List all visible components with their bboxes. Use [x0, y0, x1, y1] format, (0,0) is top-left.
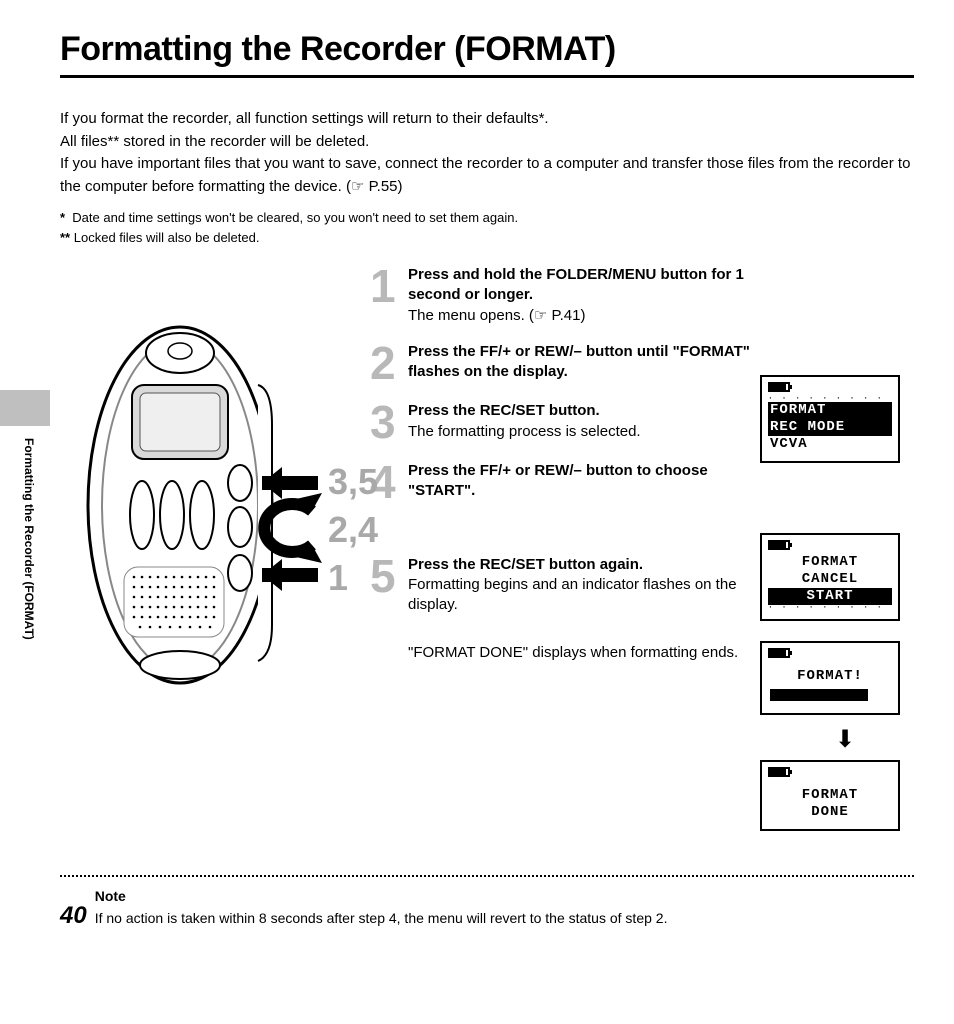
side-tab-marker [0, 390, 50, 426]
page-number: 40 [60, 904, 87, 928]
step-1-number: 1 [370, 265, 402, 326]
step-2-text-b: FF/+ [480, 343, 511, 360]
intro-line-3: If you have important files that you wan… [60, 153, 914, 198]
step-3-number: 3 [370, 401, 402, 445]
intro-block: If you format the recorder, all function… [60, 108, 914, 198]
step-3: 3 Press the REC/SET button. The formatti… [370, 401, 750, 445]
step-2: 2 Press the FF/+ or REW/– button until "… [370, 342, 750, 386]
battery-icon [768, 540, 790, 550]
note-heading: Note [95, 887, 668, 907]
step-5-sub: Formatting begins and an indicator flash… [408, 576, 737, 613]
intro-line-1: If you format the recorder, all function… [60, 108, 914, 131]
step-3-text-b: REC/SET [480, 402, 545, 419]
recorder-svg [60, 315, 360, 715]
battery-icon [768, 767, 790, 777]
lcd4-line2: DONE [768, 804, 892, 821]
lcd-column: · · · · · · · · · FORMAT REC MODE VCVA F… [760, 265, 930, 851]
step-1-text-a: Press and hold the [408, 266, 546, 283]
battery-icon [768, 648, 790, 658]
step-3-text-c: button. [545, 402, 600, 419]
side-tab: Formatting the Recorder (FORMAT) [0, 390, 50, 750]
callout-35: 3,5 [328, 461, 378, 503]
step-5-text-a: Press the [408, 556, 480, 573]
down-arrow-icon: ⬇ [760, 725, 930, 754]
steps-column: 1 Press and hold the FOLDER/MENU button … [370, 265, 750, 851]
step-5: 5 Press the REC/SET button again. Format… [370, 555, 750, 616]
step-4-text-d: REW/– [534, 462, 582, 479]
step-2-text-d: REW/– [534, 343, 582, 360]
lcd-screen-1: · · · · · · · · · FORMAT REC MODE VCVA [760, 375, 900, 463]
dotted-divider [60, 875, 914, 877]
step-5-text-c: button again. [545, 556, 643, 573]
footnotes: * Date and time settings won't be cleare… [60, 208, 914, 247]
step-4-text-b: FF/+ [480, 462, 511, 479]
format-done-note: "FORMAT DONE" displays when formatting e… [408, 642, 750, 663]
lcd-screen-2: FORMAT CANCEL START · · · · · · · · · [760, 533, 900, 621]
side-tab-label: Formatting the Recorder (FORMAT) [22, 438, 36, 640]
step-4-text-a: Press the [408, 462, 480, 479]
lcd3-line1: FORMAT! [768, 668, 892, 685]
footnote-text-1: Date and time settings won't be cleared,… [72, 210, 518, 225]
step-4: 4 Press the FF/+ or REW/– button to choo… [370, 461, 750, 505]
lcd2-line2: CANCEL [768, 571, 892, 588]
footnote-text-2: Locked files will also be deleted. [74, 230, 260, 245]
lcd2-line1: FORMAT [768, 554, 892, 571]
step-4-text-c: or [511, 462, 534, 479]
footnote-mark-2: ** [60, 230, 70, 245]
lcd-screen-4: FORMAT DONE [760, 760, 900, 831]
lcd4-line1: FORMAT [768, 787, 892, 804]
step-5-text-b: REC/SET [480, 556, 545, 573]
note-text: If no action is taken within 8 seconds a… [95, 910, 668, 926]
battery-icon [768, 382, 790, 392]
lcd1-line2: REC MODE [768, 419, 892, 436]
step-1: 1 Press and hold the FOLDER/MENU button … [370, 265, 750, 326]
step-1-text-b: FOLDER/MENU [546, 266, 656, 283]
step-2-number: 2 [370, 342, 402, 386]
step-3-sub: The formatting process is selected. [408, 423, 641, 440]
lcd-screen-3: FORMAT! [760, 641, 900, 715]
intro-line-2: All files** stored in the recorder will … [60, 131, 914, 154]
progress-bar [770, 689, 890, 701]
step-1-sub: The menu opens. (☞ P.41) [408, 307, 585, 324]
step-3-text-a: Press the [408, 402, 480, 419]
step-2-text-a: Press the [408, 343, 480, 360]
footnote-mark-1: * [60, 210, 65, 225]
callout-1: 1 [328, 557, 348, 599]
callout-24: 2,4 [328, 509, 378, 551]
device-illustration: 3,5 2,4 1 [60, 265, 360, 851]
step-5-number: 5 [370, 555, 402, 616]
lcd1-line1: FORMAT [768, 402, 892, 419]
page-title: Formatting the Recorder (FORMAT) [60, 30, 914, 78]
step-2-text-c: or [511, 343, 534, 360]
lcd1-line3: VCVA [768, 436, 892, 453]
